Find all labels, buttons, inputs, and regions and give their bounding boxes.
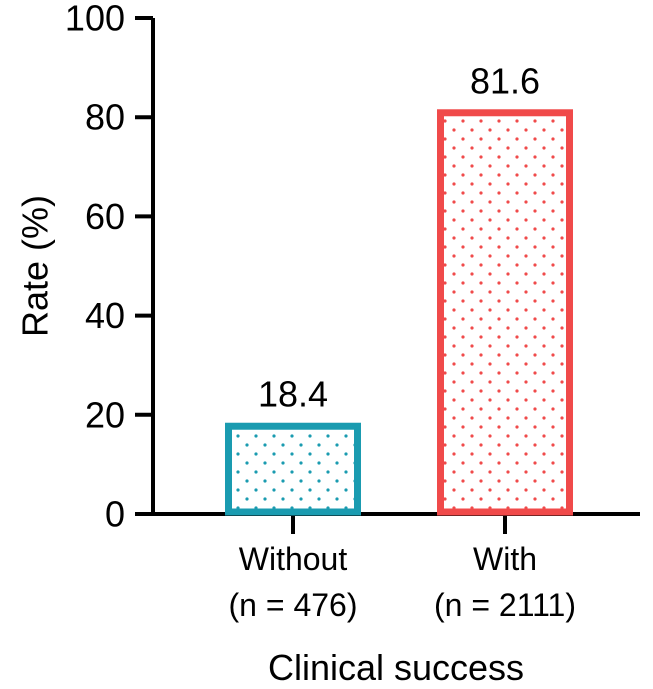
bar-with	[437, 109, 573, 516]
y-axis-title: Rate (%)	[15, 195, 56, 337]
x-tick-label: With	[473, 541, 537, 577]
y-tick-label: 80	[85, 97, 125, 138]
x-tick-sublabel: (n = 476)	[229, 587, 358, 623]
y-tick-label: 20	[85, 394, 125, 435]
data-label-with: 81.6	[470, 60, 540, 101]
x-axis-title: Clinical success	[268, 647, 524, 688]
data-label-without: 18.4	[258, 374, 328, 415]
y-tick-label: 40	[85, 295, 125, 336]
y-tick-label: 100	[65, 0, 125, 39]
x-axis	[151, 512, 640, 534]
y-tick-label: 60	[85, 196, 125, 237]
y-axis: 0 20 40 60 80 100	[65, 0, 155, 535]
x-tick-sublabel: (n = 2111)	[434, 587, 576, 623]
y-tick-label: 0	[105, 494, 125, 535]
x-tick-label: Without	[239, 541, 348, 577]
bar-without	[225, 422, 361, 516]
